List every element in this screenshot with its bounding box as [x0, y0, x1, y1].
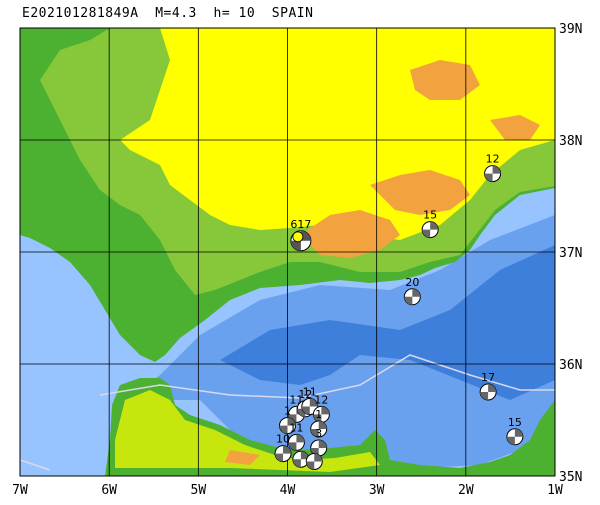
- lat-label: 38N: [559, 134, 582, 149]
- event-marker[interactable]: 15: [506, 416, 524, 446]
- event-marker[interactable]: 15: [421, 209, 439, 239]
- event-marker[interactable]: 12: [312, 393, 330, 423]
- lat-label: 35N: [559, 470, 582, 485]
- event-depth-label: 3: [315, 427, 322, 440]
- sierra-morena: [410, 60, 480, 100]
- lon-label: 7W: [12, 483, 28, 498]
- sea-depth-deep-2: [240, 340, 340, 365]
- event-marker[interactable]: [305, 452, 323, 470]
- grid-lines: [20, 28, 555, 476]
- map-title: E202101281849A M=4.3 h= 10 SPAIN: [22, 6, 314, 21]
- eastern-peaks: [490, 115, 540, 140]
- lat-label: 36N: [559, 358, 582, 373]
- event-depth-label: 15: [508, 416, 522, 429]
- lat-label: 37N: [559, 246, 582, 261]
- event-marker[interactable]: 3: [310, 427, 328, 457]
- lon-label: 2W: [458, 483, 474, 498]
- event-marker[interactable]: 11: [301, 386, 319, 416]
- sierra-nevada: [300, 210, 400, 258]
- event-depth-label: 10: [276, 433, 290, 446]
- lon-label: 5W: [191, 483, 207, 498]
- plate-boundary: [20, 354, 555, 471]
- event-depth-label: 1: [284, 405, 291, 418]
- lon-label: 1W: [547, 483, 563, 498]
- lon-label: 6W: [101, 483, 117, 498]
- event-depth-label: 20: [405, 276, 419, 289]
- event-marker[interactable]: 10: [274, 433, 292, 463]
- event-depth-label: 15: [423, 209, 437, 222]
- event-depth-label: 17: [481, 371, 495, 384]
- event-marker[interactable]: 11: [287, 421, 305, 451]
- lat-label: 39N: [559, 22, 582, 37]
- rif-mountains: [115, 390, 380, 472]
- event-marker[interactable]: 617: [290, 218, 312, 252]
- event-depth-label: 617: [290, 218, 311, 231]
- event-depth-label: 12: [314, 393, 328, 406]
- event-marker[interactable]: 12: [484, 153, 502, 183]
- event-depth-label: 12: [298, 388, 312, 401]
- event-depth-label: 11: [303, 386, 317, 399]
- lon-label: 4W: [280, 483, 296, 498]
- event-marker[interactable]: 17: [479, 371, 497, 401]
- event-depth-label: 1: [315, 408, 322, 421]
- betic-peaks: [370, 170, 470, 215]
- event-depth-label: 11: [289, 421, 303, 434]
- map-frame: [19, 27, 556, 477]
- event-marker[interactable]: 1: [310, 408, 328, 438]
- latitude-labels: 39N 38N 37N 36N 35N: [559, 22, 582, 485]
- event-marker[interactable]: 1: [279, 405, 296, 435]
- event-marker[interactable]: 20: [403, 276, 421, 306]
- event-depth-label: 12: [486, 153, 500, 166]
- longitude-labels: 7W 6W 5W 4W 3W 2W 1W: [12, 483, 563, 498]
- rif-peaks: [225, 450, 260, 465]
- lon-label: 3W: [369, 483, 385, 498]
